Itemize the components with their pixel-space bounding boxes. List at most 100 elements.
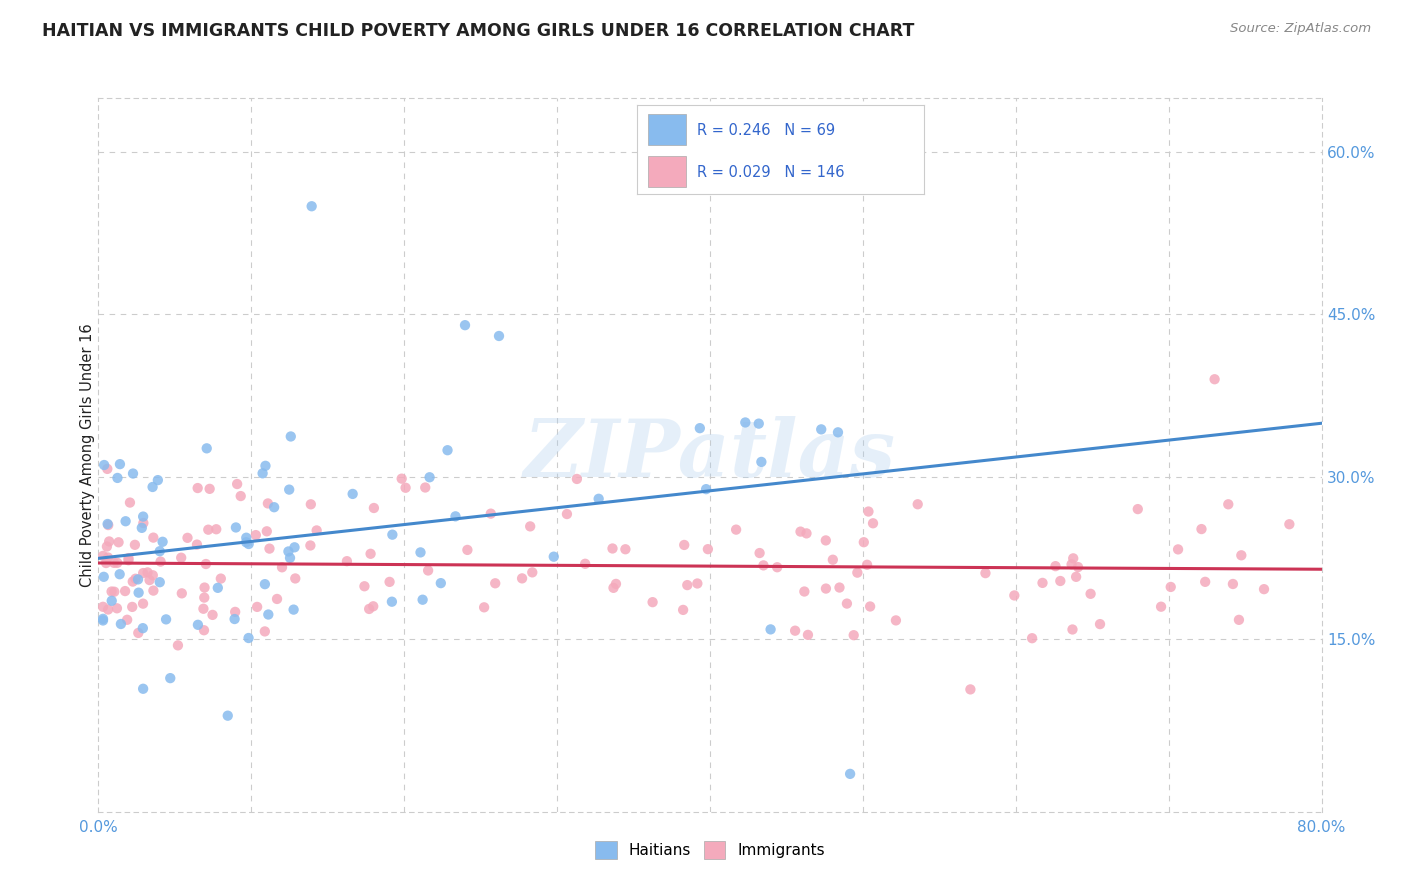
- Point: [852, 535, 875, 549]
- Point: [359, 602, 381, 616]
- Point: [283, 541, 305, 555]
- Point: [235, 535, 257, 549]
- Point: [1191, 522, 1213, 536]
- Point: [752, 558, 775, 573]
- Point: [193, 581, 215, 595]
- Point: [132, 566, 155, 580]
- Point: [821, 552, 844, 566]
- Point: [107, 535, 129, 549]
- Point: [1062, 623, 1084, 637]
- Point: [257, 496, 280, 510]
- Text: ZIPatlas: ZIPatlas: [524, 417, 896, 493]
- Point: [103, 556, 125, 570]
- Point: [884, 614, 907, 628]
- Point: [142, 568, 165, 582]
- Point: [259, 541, 281, 556]
- Point: [641, 595, 664, 609]
- Point: [127, 573, 149, 587]
- Point: [132, 509, 155, 524]
- Point: [149, 555, 172, 569]
- Point: [152, 534, 174, 549]
- Point: [1160, 580, 1182, 594]
- Point: [132, 681, 155, 696]
- Point: [229, 489, 252, 503]
- Point: [472, 600, 495, 615]
- Point: [835, 597, 858, 611]
- Point: [122, 467, 145, 481]
- Point: [456, 543, 478, 558]
- Point: [93, 570, 115, 584]
- Point: [136, 566, 159, 580]
- Point: [201, 607, 224, 622]
- Point: [413, 481, 436, 495]
- Point: [416, 564, 439, 578]
- Point: [207, 581, 229, 595]
- Point: [484, 576, 506, 591]
- Point: [412, 592, 434, 607]
- Point: [138, 573, 160, 587]
- Point: [858, 504, 880, 518]
- Point: [695, 482, 717, 496]
- Point: [522, 566, 544, 580]
- Point: [363, 501, 385, 516]
- Point: [149, 544, 172, 558]
- Point: [283, 602, 305, 616]
- Point: [974, 566, 997, 581]
- Point: [1060, 558, 1083, 572]
- Point: [748, 417, 770, 431]
- Point: [226, 477, 249, 491]
- Point: [605, 577, 627, 591]
- Point: [793, 584, 815, 599]
- Point: [195, 442, 218, 456]
- Point: [574, 557, 596, 571]
- Point: [198, 482, 221, 496]
- Point: [391, 472, 413, 486]
- Point: [253, 577, 276, 591]
- Point: [121, 599, 143, 614]
- Point: [1230, 549, 1253, 563]
- Point: [235, 531, 257, 545]
- Point: [159, 671, 181, 685]
- Point: [1278, 517, 1301, 532]
- Point: [907, 497, 929, 511]
- Point: [91, 549, 114, 563]
- Point: [107, 471, 129, 485]
- Point: [124, 538, 146, 552]
- Point: [814, 582, 837, 596]
- Point: [114, 514, 136, 528]
- Point: [100, 594, 122, 608]
- Point: [278, 483, 301, 497]
- Point: [277, 544, 299, 558]
- Point: [108, 567, 131, 582]
- Point: [827, 425, 849, 440]
- Point: [170, 550, 193, 565]
- Point: [224, 605, 246, 619]
- Point: [828, 581, 851, 595]
- Point: [1218, 497, 1240, 511]
- Point: [100, 584, 122, 599]
- Point: [254, 458, 277, 473]
- Point: [91, 614, 114, 628]
- Point: [246, 599, 269, 614]
- Point: [602, 541, 624, 556]
- Point: [342, 487, 364, 501]
- Point: [1150, 599, 1173, 614]
- Point: [224, 612, 246, 626]
- Point: [862, 516, 884, 531]
- Point: [959, 682, 981, 697]
- Point: [748, 546, 770, 560]
- Point: [673, 538, 696, 552]
- Point: [253, 624, 276, 639]
- Point: [519, 519, 541, 533]
- Point: [1194, 574, 1216, 589]
- Point: [1167, 542, 1189, 557]
- Legend: Haitians, Immigrants: Haitians, Immigrants: [589, 835, 831, 864]
- Point: [187, 617, 209, 632]
- Point: [430, 576, 453, 591]
- Point: [759, 623, 782, 637]
- Point: [132, 597, 155, 611]
- Point: [142, 583, 165, 598]
- Point: [142, 531, 165, 545]
- Point: [378, 574, 401, 589]
- Text: HAITIAN VS IMMIGRANTS CHILD POVERTY AMONG GIRLS UNDER 16 CORRELATION CHART: HAITIAN VS IMMIGRANTS CHILD POVERTY AMON…: [42, 22, 914, 40]
